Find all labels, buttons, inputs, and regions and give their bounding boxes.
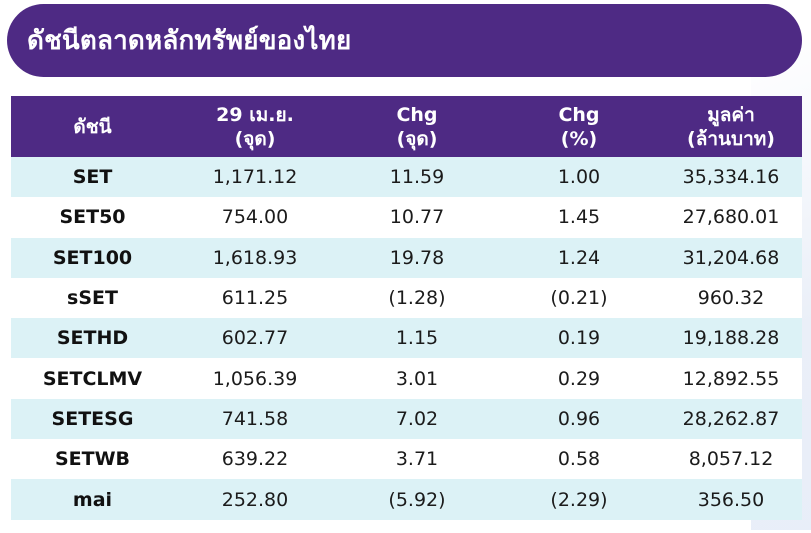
page-title: ดัชนีตลาดหลักทรัพย์ของไทย bbox=[27, 26, 352, 56]
close-value: 611.25 bbox=[221, 287, 289, 310]
close-value: 602.77 bbox=[221, 327, 289, 350]
header-chg-percent: Chg (%) bbox=[498, 96, 660, 157]
change-percent: 0.29 bbox=[557, 367, 601, 390]
close-value: 741.58 bbox=[221, 407, 289, 430]
index-name: SETCLMV bbox=[42, 367, 143, 390]
index-name: SET100 bbox=[52, 246, 133, 269]
table-row: SET 1,171.12 11.59 1.00 35,334.16 bbox=[11, 157, 802, 198]
header-chg-points-unit: (จุด) bbox=[396, 127, 438, 150]
trade-value: 8,057.12 bbox=[688, 448, 774, 471]
header-index: ดัชนี bbox=[11, 96, 174, 157]
table-body: SET 1,171.12 11.59 1.00 35,334.16 SET50 … bbox=[11, 157, 802, 520]
header-value-label: มูลค่า bbox=[707, 103, 755, 126]
change-points: 10.77 bbox=[389, 206, 445, 229]
header-row: ดัชนี 29 เม.ย. (จุด) Chg (จุด) Chg (%) ม… bbox=[11, 96, 802, 157]
index-name: SET bbox=[72, 166, 113, 189]
header-value-unit: (ล้านบาท) bbox=[687, 127, 775, 150]
change-percent: 0.58 bbox=[557, 448, 601, 471]
header-chg-percent-unit: (%) bbox=[560, 127, 598, 150]
table-row: SET50 754.00 10.77 1.45 27,680.01 bbox=[11, 197, 802, 238]
index-name: SET50 bbox=[59, 206, 126, 229]
table-row: SETWB 639.22 3.71 0.58 8,057.12 bbox=[11, 439, 802, 480]
change-percent: (0.21) bbox=[550, 287, 608, 310]
close-value: 1,618.93 bbox=[212, 246, 298, 269]
close-value: 1,056.39 bbox=[212, 367, 298, 390]
change-points: (5.92) bbox=[388, 488, 446, 511]
close-value: 639.22 bbox=[221, 448, 289, 471]
change-percent: 0.96 bbox=[557, 407, 601, 430]
index-name: SETHD bbox=[56, 327, 129, 350]
header-chg-points: Chg (จุด) bbox=[336, 96, 498, 157]
trade-value: 12,892.55 bbox=[682, 367, 780, 390]
change-percent: 0.19 bbox=[557, 327, 601, 350]
header-chg-points-label: Chg bbox=[396, 103, 438, 126]
trade-value: 19,188.28 bbox=[682, 327, 780, 350]
close-value: 1,171.12 bbox=[212, 166, 298, 189]
change-points: (1.28) bbox=[388, 287, 446, 310]
index-table: ดัชนี 29 เม.ย. (จุด) Chg (จุด) Chg (%) ม… bbox=[11, 96, 802, 520]
index-name: mai bbox=[72, 488, 113, 511]
trade-value: 28,262.87 bbox=[682, 407, 780, 430]
table-row: SET100 1,618.93 19.78 1.24 31,204.68 bbox=[11, 237, 802, 278]
header-index-label: ดัชนี bbox=[73, 115, 112, 138]
header-close-date: 29 เม.ย. bbox=[216, 103, 294, 126]
header-close-unit: (จุด) bbox=[234, 127, 276, 150]
change-points: 3.71 bbox=[395, 448, 439, 471]
index-name: SETWB bbox=[54, 448, 131, 471]
change-points: 11.59 bbox=[389, 166, 445, 189]
change-points: 7.02 bbox=[395, 407, 439, 430]
change-percent: 1.24 bbox=[557, 246, 601, 269]
title-banner: ดัชนีตลาดหลักทรัพย์ของไทย bbox=[7, 4, 802, 77]
header-chg-percent-label: Chg bbox=[558, 103, 600, 126]
change-percent: 1.45 bbox=[557, 206, 601, 229]
trade-value: 27,680.01 bbox=[682, 206, 780, 229]
change-percent: (2.29) bbox=[550, 488, 608, 511]
change-points: 19.78 bbox=[389, 246, 445, 269]
trade-value: 31,204.68 bbox=[682, 246, 780, 269]
table-row: SETHD 602.77 1.15 0.19 19,188.28 bbox=[11, 318, 802, 359]
table-row: SETESG 741.58 7.02 0.96 28,262.87 bbox=[11, 398, 802, 440]
trade-value: 35,334.16 bbox=[682, 166, 780, 189]
change-points: 1.15 bbox=[395, 327, 439, 350]
table-row: SETCLMV 1,056.39 3.01 0.29 12,892.55 bbox=[11, 358, 802, 399]
table-row: mai 252.80 (5.92) (2.29) 356.50 bbox=[11, 479, 802, 520]
trade-value: 960.32 bbox=[697, 287, 765, 310]
change-points: 3.01 bbox=[395, 367, 439, 390]
index-name: sSET bbox=[67, 287, 118, 310]
change-percent: 1.00 bbox=[557, 166, 601, 189]
trade-value: 356.50 bbox=[697, 488, 765, 511]
table-row: sSET 611.25 (1.28) (0.21) 960.32 bbox=[11, 277, 802, 319]
header-close: 29 เม.ย. (จุด) bbox=[174, 96, 336, 157]
background-decoration bbox=[751, 40, 811, 530]
header-value: มูลค่า (ล้านบาท) bbox=[660, 96, 802, 157]
close-value: 252.80 bbox=[221, 488, 289, 511]
index-name: SETESG bbox=[51, 407, 134, 430]
close-value: 754.00 bbox=[221, 206, 289, 229]
table-header: ดัชนี 29 เม.ย. (จุด) Chg (จุด) Chg (%) ม… bbox=[11, 96, 802, 157]
